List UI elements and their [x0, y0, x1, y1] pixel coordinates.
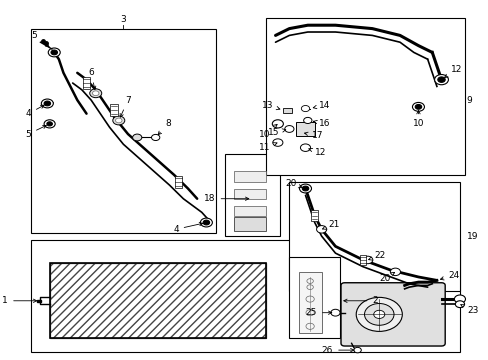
- Circle shape: [303, 117, 311, 123]
- Circle shape: [203, 220, 209, 225]
- Bar: [110, 104, 118, 116]
- Circle shape: [51, 50, 58, 55]
- Circle shape: [272, 139, 283, 146]
- Bar: [31, 239, 459, 352]
- Circle shape: [113, 116, 124, 125]
- Bar: [175, 176, 182, 188]
- Circle shape: [355, 297, 402, 332]
- Text: 14: 14: [313, 101, 330, 110]
- Circle shape: [151, 134, 160, 140]
- Text: 25: 25: [305, 308, 331, 317]
- Circle shape: [272, 120, 283, 128]
- Text: 1: 1: [2, 296, 37, 305]
- Circle shape: [454, 301, 464, 307]
- Circle shape: [301, 105, 309, 112]
- Circle shape: [132, 134, 142, 141]
- Bar: [49, 264, 266, 338]
- Text: 12: 12: [444, 65, 461, 77]
- Bar: [311, 210, 317, 221]
- Bar: [298, 272, 321, 333]
- Text: 17: 17: [304, 131, 323, 140]
- Bar: [49, 264, 266, 338]
- Bar: [296, 122, 314, 136]
- Circle shape: [48, 48, 60, 57]
- Text: 8: 8: [158, 120, 170, 135]
- Bar: [289, 182, 459, 291]
- Text: 4: 4: [173, 222, 203, 234]
- Text: 9: 9: [466, 95, 471, 104]
- Bar: [266, 18, 464, 175]
- Circle shape: [300, 144, 310, 152]
- Text: 10: 10: [412, 111, 423, 129]
- Circle shape: [47, 122, 52, 126]
- Bar: [82, 77, 90, 89]
- Circle shape: [115, 118, 122, 123]
- Circle shape: [41, 99, 53, 108]
- Circle shape: [411, 103, 424, 111]
- Circle shape: [330, 309, 339, 316]
- Text: 6: 6: [88, 68, 96, 90]
- Circle shape: [302, 186, 308, 191]
- Bar: [234, 217, 266, 231]
- Circle shape: [434, 75, 447, 85]
- Bar: [359, 255, 366, 265]
- Circle shape: [44, 101, 50, 106]
- Text: 12: 12: [308, 148, 325, 157]
- Text: 10: 10: [259, 125, 277, 139]
- Circle shape: [362, 256, 372, 264]
- Circle shape: [200, 218, 212, 227]
- Text: 23: 23: [460, 305, 477, 315]
- Bar: [31, 28, 215, 233]
- Bar: [289, 257, 339, 338]
- Circle shape: [299, 184, 311, 193]
- Text: 18: 18: [203, 194, 248, 203]
- Circle shape: [92, 91, 99, 96]
- Bar: [234, 206, 266, 216]
- Bar: [234, 171, 266, 182]
- Text: 24: 24: [440, 271, 459, 280]
- Circle shape: [316, 226, 326, 233]
- Text: 5: 5: [31, 31, 49, 47]
- Text: 20: 20: [285, 179, 302, 188]
- Bar: [224, 154, 280, 236]
- Text: 11: 11: [259, 143, 276, 152]
- Text: 26: 26: [321, 346, 353, 355]
- Circle shape: [364, 303, 393, 325]
- Text: 2: 2: [343, 296, 377, 305]
- Bar: [283, 108, 291, 113]
- Text: 16: 16: [313, 120, 330, 129]
- Circle shape: [284, 126, 293, 132]
- Circle shape: [453, 295, 465, 303]
- Text: 22: 22: [368, 251, 385, 260]
- Text: 20: 20: [379, 273, 394, 283]
- Text: 3: 3: [120, 14, 126, 23]
- FancyBboxPatch shape: [340, 283, 444, 346]
- Bar: [234, 189, 266, 199]
- Circle shape: [353, 347, 361, 353]
- Circle shape: [373, 310, 384, 319]
- Circle shape: [44, 120, 55, 128]
- Circle shape: [414, 104, 421, 109]
- Text: 4: 4: [25, 105, 44, 118]
- Text: 21: 21: [322, 220, 339, 229]
- Text: 7: 7: [120, 95, 131, 117]
- Circle shape: [437, 77, 444, 82]
- Text: 13: 13: [261, 101, 279, 110]
- Circle shape: [90, 89, 102, 98]
- Text: 15: 15: [267, 128, 285, 137]
- Circle shape: [389, 268, 400, 276]
- Text: 5: 5: [25, 125, 46, 139]
- Text: 19: 19: [466, 231, 477, 240]
